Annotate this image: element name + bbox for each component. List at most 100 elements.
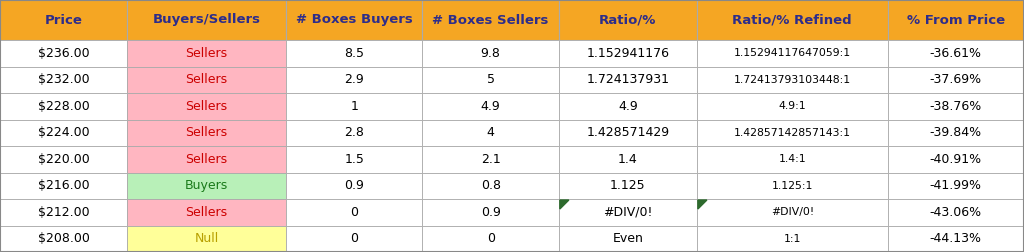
Text: 1.72413793103448:1: 1.72413793103448:1 xyxy=(734,75,851,85)
Bar xyxy=(888,119,1024,146)
Text: Sellers: Sellers xyxy=(185,153,227,166)
Text: 8.5: 8.5 xyxy=(344,47,365,60)
Bar xyxy=(286,0,423,40)
Bar xyxy=(127,0,286,40)
Bar xyxy=(127,146,286,173)
Text: 0: 0 xyxy=(350,232,358,245)
Bar xyxy=(0,199,127,226)
Text: Sellers: Sellers xyxy=(185,126,227,139)
Bar xyxy=(697,199,888,226)
Bar xyxy=(127,93,286,119)
Text: 1.15294117647059:1: 1.15294117647059:1 xyxy=(734,48,851,58)
Text: 1:1: 1:1 xyxy=(783,234,801,244)
Bar xyxy=(127,119,286,146)
Text: Sellers: Sellers xyxy=(185,206,227,219)
Bar xyxy=(559,199,697,226)
Text: $216.00: $216.00 xyxy=(38,179,89,192)
Bar xyxy=(888,0,1024,40)
Text: $228.00: $228.00 xyxy=(38,100,89,113)
Bar xyxy=(286,93,423,119)
Text: Buyers: Buyers xyxy=(185,179,228,192)
Text: 1.152941176: 1.152941176 xyxy=(587,47,670,60)
Bar xyxy=(127,226,286,252)
Text: 1.4:1: 1.4:1 xyxy=(778,154,806,164)
Bar xyxy=(286,199,423,226)
Text: -36.61%: -36.61% xyxy=(930,47,982,60)
Text: 1.125:1: 1.125:1 xyxy=(771,181,813,191)
Bar xyxy=(423,40,559,67)
Bar xyxy=(559,119,697,146)
Bar xyxy=(559,40,697,67)
Text: -43.06%: -43.06% xyxy=(930,206,982,219)
Text: 0.9: 0.9 xyxy=(344,179,365,192)
Text: 4.9: 4.9 xyxy=(618,100,638,113)
Bar xyxy=(286,40,423,67)
Text: $236.00: $236.00 xyxy=(38,47,89,60)
Text: 1.428571429: 1.428571429 xyxy=(587,126,670,139)
Polygon shape xyxy=(698,200,707,209)
Polygon shape xyxy=(560,200,569,209)
Bar xyxy=(0,67,127,93)
Bar xyxy=(423,67,559,93)
Text: $208.00: $208.00 xyxy=(38,232,89,245)
Bar xyxy=(286,226,423,252)
Text: $224.00: $224.00 xyxy=(38,126,89,139)
Text: Sellers: Sellers xyxy=(185,100,227,113)
Bar xyxy=(697,226,888,252)
Bar xyxy=(0,40,127,67)
Text: -40.91%: -40.91% xyxy=(930,153,982,166)
Text: Ratio/% Refined: Ratio/% Refined xyxy=(732,14,852,26)
Text: -44.13%: -44.13% xyxy=(930,232,982,245)
Bar xyxy=(127,67,286,93)
Text: -37.69%: -37.69% xyxy=(930,73,982,86)
Text: Null: Null xyxy=(195,232,219,245)
Text: 1: 1 xyxy=(350,100,358,113)
Bar xyxy=(127,173,286,199)
Text: % From Price: % From Price xyxy=(907,14,1005,26)
Text: # Boxes Sellers: # Boxes Sellers xyxy=(432,14,549,26)
Bar xyxy=(423,146,559,173)
Text: 1.125: 1.125 xyxy=(610,179,646,192)
Bar xyxy=(888,146,1024,173)
Text: 4.9: 4.9 xyxy=(481,100,501,113)
Bar xyxy=(286,119,423,146)
Text: 2.9: 2.9 xyxy=(344,73,365,86)
Bar xyxy=(286,173,423,199)
Bar xyxy=(0,93,127,119)
Text: #DIV/0!: #DIV/0! xyxy=(603,206,652,219)
Bar xyxy=(697,67,888,93)
Bar xyxy=(888,199,1024,226)
Text: Buyers/Sellers: Buyers/Sellers xyxy=(153,14,261,26)
Bar xyxy=(888,40,1024,67)
Text: Sellers: Sellers xyxy=(185,47,227,60)
Text: 2.8: 2.8 xyxy=(344,126,365,139)
Text: 5: 5 xyxy=(486,73,495,86)
Text: $232.00: $232.00 xyxy=(38,73,89,86)
Text: 4.9:1: 4.9:1 xyxy=(778,101,806,111)
Bar xyxy=(0,173,127,199)
Bar xyxy=(286,146,423,173)
Bar xyxy=(697,40,888,67)
Bar xyxy=(127,199,286,226)
Bar xyxy=(423,226,559,252)
Bar xyxy=(697,0,888,40)
Text: $212.00: $212.00 xyxy=(38,206,89,219)
Text: 4: 4 xyxy=(486,126,495,139)
Bar xyxy=(697,93,888,119)
Text: 0: 0 xyxy=(350,206,358,219)
Text: 1.42857142857143:1: 1.42857142857143:1 xyxy=(734,128,851,138)
Bar xyxy=(559,67,697,93)
Text: 0: 0 xyxy=(486,232,495,245)
Bar xyxy=(423,199,559,226)
Bar xyxy=(423,173,559,199)
Bar xyxy=(423,93,559,119)
Text: # Boxes Buyers: # Boxes Buyers xyxy=(296,14,413,26)
Bar xyxy=(423,0,559,40)
Bar xyxy=(0,0,127,40)
Bar xyxy=(559,146,697,173)
Bar xyxy=(559,93,697,119)
Bar xyxy=(888,226,1024,252)
Text: -38.76%: -38.76% xyxy=(930,100,982,113)
Bar xyxy=(888,67,1024,93)
Text: 0.8: 0.8 xyxy=(480,179,501,192)
